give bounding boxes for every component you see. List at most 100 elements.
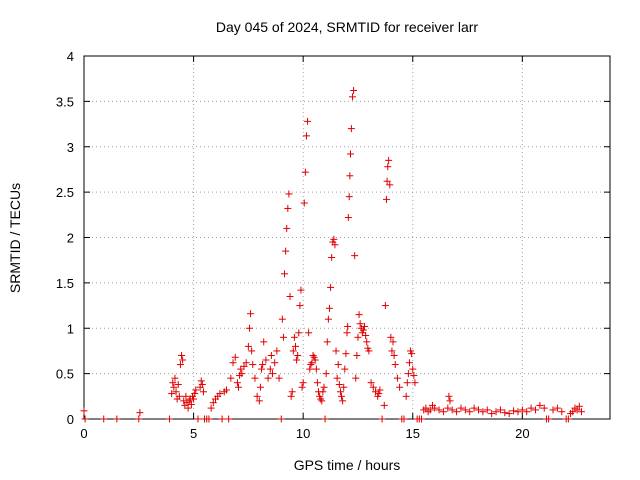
data-point <box>389 338 397 346</box>
data-point <box>354 333 362 341</box>
data-point <box>277 415 285 423</box>
data-point <box>496 406 504 414</box>
data-point <box>578 408 586 416</box>
x-tick-label: 10 <box>296 426 310 441</box>
data-point <box>410 371 418 379</box>
data-point <box>184 404 192 412</box>
data-point <box>249 361 257 369</box>
data-point <box>523 408 531 416</box>
data-point <box>319 388 327 396</box>
data-point <box>385 156 393 164</box>
data-point <box>295 329 303 337</box>
data-point <box>287 392 295 400</box>
data-point <box>345 193 353 201</box>
data-point <box>113 415 121 423</box>
data-point <box>402 392 410 400</box>
data-point <box>361 322 369 330</box>
data-point <box>251 374 259 382</box>
data-point <box>170 383 178 391</box>
y-tick-label: 3.5 <box>56 94 74 109</box>
data-point <box>475 406 482 414</box>
y-tick-label: 3 <box>67 140 74 155</box>
data-point <box>199 388 207 396</box>
data-point <box>178 351 186 359</box>
data-point <box>187 400 195 408</box>
data-point <box>344 214 352 222</box>
data-point <box>501 409 509 417</box>
data-point <box>240 362 248 370</box>
data-point <box>362 332 370 340</box>
data-point <box>325 304 333 312</box>
data-point <box>510 407 518 415</box>
data-point <box>182 392 190 400</box>
data-point <box>205 415 213 423</box>
data-point <box>255 397 263 405</box>
data-point <box>404 370 412 378</box>
data-point <box>289 347 297 355</box>
data-point <box>229 359 237 367</box>
data-point <box>80 407 88 415</box>
grid-layer <box>84 56 610 419</box>
data-point <box>275 374 283 382</box>
data-point <box>388 347 396 355</box>
data-point <box>259 361 267 369</box>
data-point <box>238 370 246 378</box>
data-point <box>264 374 272 382</box>
data-point <box>242 359 250 367</box>
x-axis-label: GPS time / hours <box>294 457 401 473</box>
data-point <box>453 408 461 416</box>
y-tick-label: 2 <box>67 231 74 246</box>
data-point <box>405 359 413 367</box>
data-point <box>375 390 383 398</box>
data-point <box>384 163 392 171</box>
data-point <box>355 311 363 319</box>
data-point <box>302 132 310 140</box>
data-point <box>536 401 544 409</box>
data-point <box>309 351 317 359</box>
data-point <box>260 338 268 346</box>
data-point <box>403 379 411 387</box>
data-point <box>356 320 364 328</box>
data-point <box>198 381 206 389</box>
data-point <box>218 415 226 423</box>
data-point <box>347 150 355 158</box>
data-point <box>461 406 469 414</box>
data-point <box>334 361 342 369</box>
data-point <box>488 410 496 418</box>
data-point <box>209 399 217 407</box>
data-point <box>483 406 491 414</box>
data-point <box>171 374 179 382</box>
data-point <box>331 241 339 249</box>
data-point <box>409 365 417 373</box>
data-point <box>327 283 335 291</box>
y-tick-label: 0.5 <box>56 367 74 382</box>
data-point <box>136 409 144 417</box>
data-point <box>318 397 326 405</box>
data-point <box>279 333 287 341</box>
data-point <box>435 406 443 414</box>
data-point <box>386 181 394 189</box>
y-tick-label: 2.5 <box>56 185 74 200</box>
data-point <box>408 350 416 358</box>
data-point <box>192 386 200 394</box>
data-point <box>174 381 182 389</box>
data-point <box>165 415 173 423</box>
data-point <box>207 404 215 412</box>
data-point <box>282 247 290 255</box>
data-point <box>514 408 522 416</box>
data-point <box>338 392 346 400</box>
data-point <box>457 404 465 412</box>
data-point <box>286 292 294 300</box>
data-point <box>306 365 314 373</box>
data-point <box>169 379 177 387</box>
data-point <box>553 404 561 412</box>
data-point <box>227 374 235 382</box>
data-point <box>244 342 252 350</box>
data-point <box>285 190 293 198</box>
data-point <box>426 406 434 414</box>
data-point <box>527 404 535 412</box>
data-point <box>301 168 309 176</box>
data-point <box>336 388 344 396</box>
data-point <box>176 361 184 369</box>
